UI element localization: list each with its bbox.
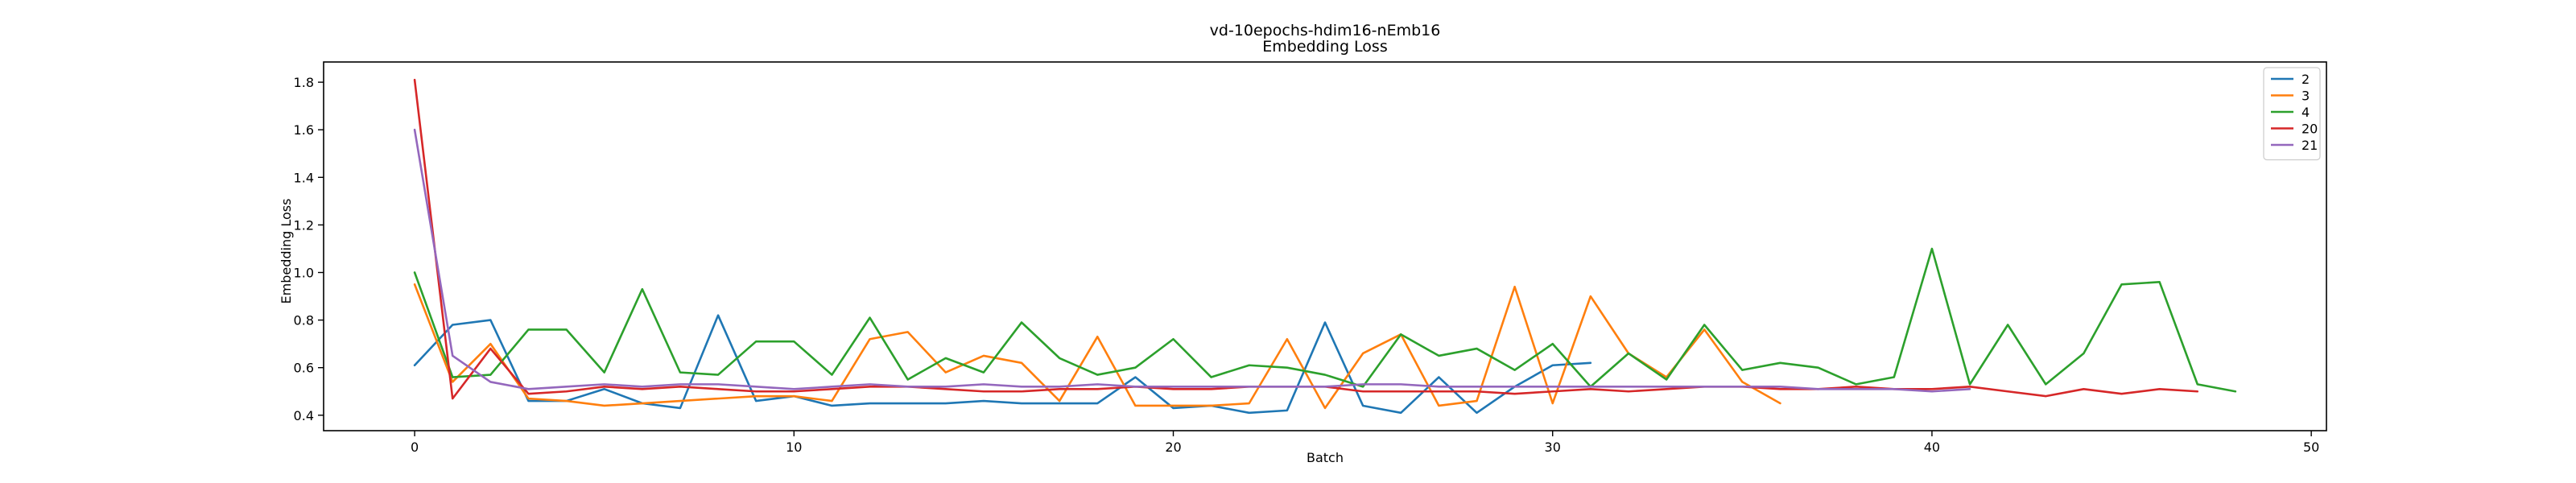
x-tick-label-10: 10: [786, 440, 802, 455]
y-tick-label-0.6: 0.6: [294, 361, 314, 376]
legend-label-3: 3: [2301, 89, 2310, 104]
y-axis-title: Embedding Loss: [279, 199, 294, 304]
y-tick-label-1.2: 1.2: [294, 217, 314, 233]
y-tick-label-1.4: 1.4: [294, 170, 314, 185]
legend-label-2: 2: [2301, 72, 2310, 87]
x-tick-label-50: 50: [2303, 440, 2319, 455]
x-tick-label-30: 30: [1545, 440, 1561, 455]
series-line-4: [413, 247, 2237, 393]
plot-frame: [323, 61, 2327, 431]
y-tick-label-0.4: 0.4: [294, 408, 314, 423]
y-tick-label-1.8: 1.8: [294, 75, 314, 90]
chart-title: vd-10epochs-hdim16-nEmb16: [1210, 22, 1441, 39]
legend-label-21: 21: [2301, 138, 2318, 153]
series-line-21: [413, 128, 1971, 393]
x-tick-label-0: 0: [411, 440, 419, 455]
series-line-20: [413, 78, 2199, 400]
legend-label-4: 4: [2301, 105, 2310, 120]
x-tick-label-40: 40: [1924, 440, 1940, 455]
legend-frame: [2263, 67, 2321, 161]
x-tick-label-20: 20: [1165, 440, 1181, 455]
series-line-3: [413, 283, 1781, 410]
series-layer: [413, 78, 2237, 415]
y-tick-label-1.6: 1.6: [294, 122, 314, 138]
series-line-2: [413, 314, 1592, 415]
x-axis-title: Batch: [1307, 450, 1344, 465]
y-tick-label-0.8: 0.8: [294, 313, 314, 328]
legend-label-20: 20: [2301, 122, 2318, 137]
chart-subtitle: Embedding Loss: [1262, 38, 1387, 56]
y-tick-label-1.0: 1.0: [294, 266, 314, 281]
axes-layer: 0 10 20 30 40 50 0.4 0.6 0.8 1.0 1.2 1.4 1.6 1.8: [294, 61, 2327, 455]
